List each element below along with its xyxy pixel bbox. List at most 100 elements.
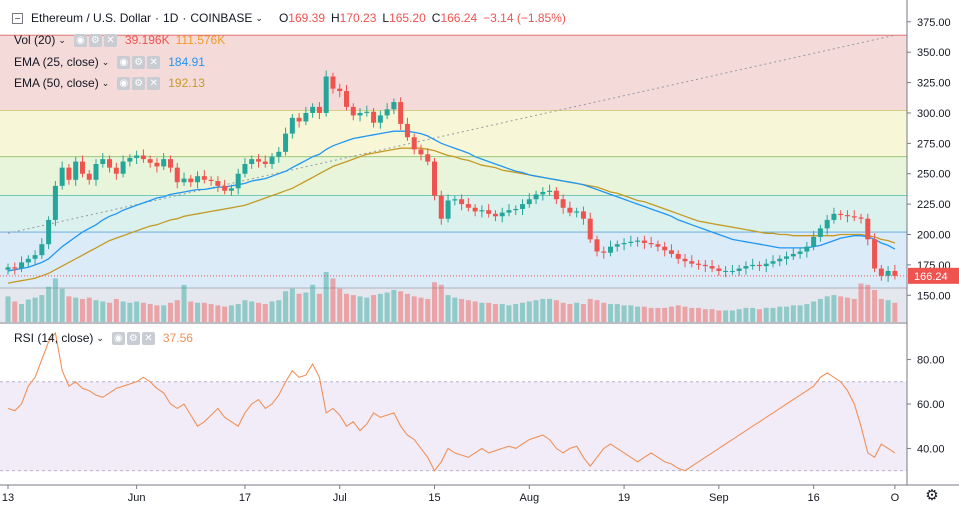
close-icon[interactable]: ✕ <box>147 76 161 90</box>
volume-bar <box>580 304 586 322</box>
candle-body <box>445 200 451 219</box>
ema25-label: EMA (25, close) <box>14 55 99 69</box>
interval[interactable]: 1D <box>163 11 179 25</box>
eye-icon[interactable]: ◉ <box>117 55 131 69</box>
symbol-legend-row[interactable]: Ethereum / U.S. Dollar · 1D · COINBASE ⌄… <box>12 10 566 26</box>
gear-icon[interactable]: ⚙ <box>925 487 939 504</box>
chevron-down-icon[interactable]: ⌄ <box>58 34 66 45</box>
candle-body <box>113 167 119 174</box>
settings-icon[interactable]: ⚙ <box>126 331 140 345</box>
trend-line[interactable] <box>7 34 895 234</box>
candle-body <box>12 267 18 269</box>
volume-bar <box>892 302 898 322</box>
volume-bar <box>729 310 735 322</box>
volume-bar <box>39 295 45 322</box>
candle-body <box>201 176 207 180</box>
time-tick-label: Jun <box>128 492 146 504</box>
rsi-legend-row[interactable]: RSI (14, close) ⌄ ◉ ⚙ ✕ 37.56 <box>14 330 193 346</box>
settings-icon[interactable]: ⚙ <box>132 76 146 90</box>
rsi-tick-label: 80.00 <box>917 355 945 367</box>
candle-body <box>844 215 850 217</box>
close-icon[interactable]: ✕ <box>141 331 155 345</box>
candle-body <box>824 219 830 229</box>
volume-bar <box>635 306 641 322</box>
price-tick-label: 200.00 <box>917 229 951 241</box>
candle-body <box>120 161 126 174</box>
candle-body <box>547 190 553 192</box>
price-tick-label: 275.00 <box>917 138 951 150</box>
candle-body <box>641 240 647 243</box>
time-tick-label: 19 <box>618 492 630 504</box>
candle-body <box>283 133 289 152</box>
candle-body <box>756 264 762 267</box>
ema25-legend-row[interactable]: EMA (25, close) ⌄ ◉ ⚙ ✕ 184.91 <box>14 54 205 70</box>
volume-bar <box>188 301 194 322</box>
volume-bar <box>283 291 289 322</box>
volume-bar <box>140 302 146 322</box>
close-icon[interactable]: ✕ <box>147 55 161 69</box>
volume-bar <box>885 300 891 322</box>
candle-body <box>520 204 526 209</box>
candle-body <box>743 266 749 269</box>
candle-body <box>513 208 519 211</box>
candle-body <box>276 151 282 157</box>
last-price-badge <box>908 267 959 284</box>
candle-body <box>147 159 153 163</box>
volume-bar <box>249 301 255 322</box>
candle-body <box>885 270 891 276</box>
chevron-down-icon[interactable]: ⌄ <box>101 56 110 67</box>
volume-bar <box>811 301 817 322</box>
collapse-icon[interactable] <box>12 12 23 24</box>
eye-icon[interactable]: ◉ <box>111 331 125 345</box>
eye-icon[interactable]: ◉ <box>73 33 87 47</box>
volume-bar <box>878 298 884 322</box>
candle-body <box>208 179 214 182</box>
candle-body <box>526 199 532 205</box>
volume-bar <box>174 300 180 322</box>
chevron-down-icon[interactable]: ⌄ <box>96 332 104 343</box>
time-tick-label: 16 <box>808 492 820 504</box>
eye-icon[interactable]: ◉ <box>117 76 131 90</box>
candle-body <box>892 270 898 276</box>
volume-bar <box>851 298 857 322</box>
close-icon[interactable]: ✕ <box>103 33 117 47</box>
candle-body <box>5 267 11 270</box>
settings-icon[interactable]: ⚙ <box>132 55 146 69</box>
volume-bar <box>689 307 695 322</box>
volume-bar <box>276 300 282 322</box>
candle-body <box>675 253 681 259</box>
volume-bar <box>770 307 776 322</box>
vol-legend-row[interactable]: Vol (20) ⌄ ◉ ⚙ ✕ 39.196K 111.576K <box>14 32 225 48</box>
ema50-legend-row[interactable]: EMA (50, close) ⌄ ◉ ⚙ ✕ 192.13 <box>14 75 205 91</box>
chevron-down-icon[interactable]: ⌄ <box>255 12 263 23</box>
candle-body <box>59 167 65 186</box>
volume-bar <box>418 297 424 322</box>
volume-bar <box>350 295 356 322</box>
volume-bar <box>790 305 796 322</box>
candle-body <box>567 207 573 213</box>
chevron-down-icon[interactable]: ⌄ <box>101 77 110 88</box>
volume-bar <box>222 306 228 322</box>
volume-bar <box>127 302 133 322</box>
volume-bar <box>167 302 173 322</box>
close-label: C <box>431 11 441 25</box>
settings-icon[interactable]: ⚙ <box>88 33 102 47</box>
candle-body <box>269 156 275 164</box>
volume-bar <box>134 301 140 322</box>
candle-body <box>154 162 160 167</box>
volume-bar <box>587 298 593 322</box>
fib-zone <box>0 232 907 288</box>
candle-body <box>736 268 742 271</box>
candle-body <box>811 236 817 247</box>
volume-bar <box>716 310 722 322</box>
candle-body <box>763 263 769 267</box>
volume-bar <box>608 304 614 322</box>
vol-ma-value: 111.576K <box>175 33 226 47</box>
volume-bar <box>499 304 505 322</box>
high-value: 170.23 <box>339 11 377 25</box>
candle-body <box>628 241 634 243</box>
volume-bar <box>479 302 485 322</box>
candle-body <box>533 194 539 200</box>
